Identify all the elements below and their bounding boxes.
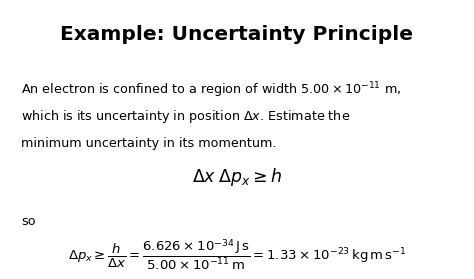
Text: so: so — [21, 215, 36, 228]
Text: $\Delta x \; \Delta p_x \geq h$: $\Delta x \; \Delta p_x \geq h$ — [191, 166, 283, 188]
Text: minimum uncertainty in its momentum.: minimum uncertainty in its momentum. — [21, 137, 277, 150]
Text: An electron is confined to a region of width $5.00 \times 10^{-11}$ m,: An electron is confined to a region of w… — [21, 80, 401, 100]
Text: which is its uncertainty in position $\Delta x$. Estimate the: which is its uncertainty in position $\D… — [21, 108, 351, 125]
Text: $\Delta p_x \geq \dfrac{h}{\Delta x} = \dfrac{6.626 \times 10^{-34}\,\mathrm{J\,: $\Delta p_x \geq \dfrac{h}{\Delta x} = \… — [68, 237, 406, 272]
Text: Example: Uncertainty Principle: Example: Uncertainty Principle — [61, 25, 413, 44]
